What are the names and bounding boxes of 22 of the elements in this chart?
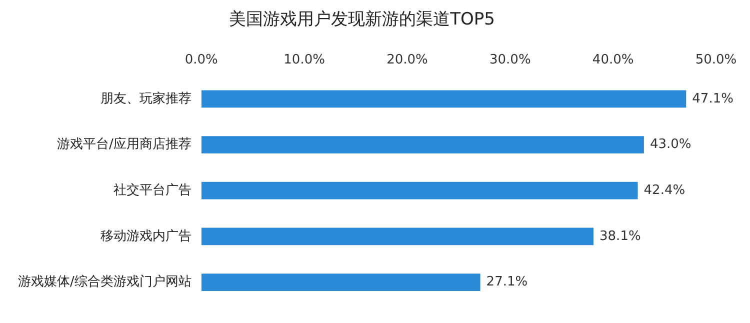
y-tick-label: 社交平台广告 [113,182,192,198]
x-tick-label: 20.0% [386,52,428,68]
bar [201,182,638,200]
bar [201,90,686,108]
bar [201,228,594,246]
x-tick-label: 30.0% [489,52,531,68]
y-tick-label: 游戏平台/应用商店推荐 [56,136,192,152]
bar [201,136,644,154]
y-tick-label: 游戏媒体/综合类游戏门户网站 [18,274,192,290]
y-tick-label: 朋友、玩家推荐 [100,90,192,106]
x-tick-label: 10.0% [284,52,325,68]
data-label: 47.1% [692,91,734,106]
y-tick-label: 移动游戏内广告 [100,228,192,244]
bar [201,274,480,291]
x-tick-label: 50.0% [695,52,737,68]
chart-title: 美国游戏用户发现新游的渠道TOP5 [229,10,495,30]
x-tick-label: 0.0% [184,52,218,68]
data-label: 43.0% [650,137,692,152]
x-tick-label: 40.0% [592,52,634,68]
data-label: 27.1% [486,274,528,290]
data-label: 38.1% [600,228,641,244]
data-label: 42.4% [644,182,686,198]
